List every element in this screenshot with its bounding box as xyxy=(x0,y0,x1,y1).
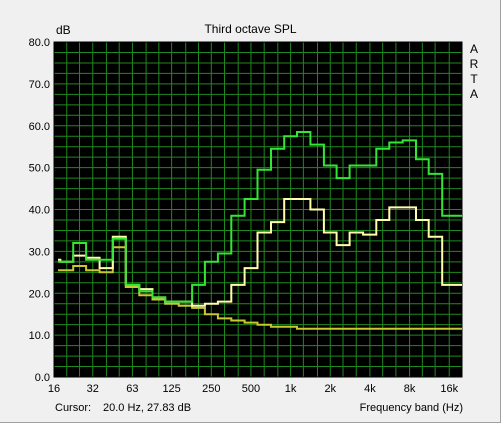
x-tick-label: 16 xyxy=(48,383,60,395)
y-tick-label: 50.0 xyxy=(29,163,50,175)
x-tick-label: 16k xyxy=(440,383,458,395)
plot-frame xyxy=(53,41,463,378)
y-tick-label: 30.0 xyxy=(29,246,50,258)
series-line-green xyxy=(58,131,462,303)
arta-letter: A xyxy=(469,87,478,101)
x-tick-label: 8k xyxy=(404,383,416,395)
chart-title: Third octave SPL xyxy=(204,22,297,36)
arta-letter: T xyxy=(470,72,478,86)
y-axis-label: dB xyxy=(56,23,71,37)
y-tick-labels: 0.0 10.0 20.0 30.0 40.0 50.0 60.0 70.0 80.0 xyxy=(29,37,50,384)
x-tick-label: 250 xyxy=(202,383,220,395)
y-tick-label: 60.0 xyxy=(29,121,50,133)
cursor-label: Cursor: xyxy=(55,402,92,414)
spl-chart[interactable]: 0.0 10.0 20.0 30.0 40.0 50.0 60.0 70.0 80.0 16 32… xyxy=(0,0,501,400)
y-tick-label: 10.0 xyxy=(29,330,50,342)
x-tick-label: 125 xyxy=(162,383,180,395)
grid-lines xyxy=(53,41,463,378)
data-series xyxy=(58,131,462,330)
x-tick-label: 63 xyxy=(126,383,138,395)
x-tick-label: 32 xyxy=(87,383,99,395)
x-tick-label: 4k xyxy=(364,383,376,395)
y-tick-label: 0.0 xyxy=(35,372,50,384)
x-tick-label: 500 xyxy=(242,383,260,395)
x-tick-labels: 16 32 63 125 250 500 1k 2k 4k 8k 16k xyxy=(48,383,459,395)
y-tick-label: 40.0 xyxy=(29,205,50,217)
arta-side-label: A R T A xyxy=(468,42,480,102)
cursor-readout: 20.0 Hz, 27.83 dB xyxy=(103,402,192,414)
y-tick-label: 20.0 xyxy=(29,288,50,300)
y-tick-label: 80.0 xyxy=(29,37,50,49)
x-tick-label: 1k xyxy=(285,383,297,395)
y-tick-label: 70.0 xyxy=(29,79,50,91)
arta-letter: A xyxy=(469,42,478,56)
x-tick-label: 2k xyxy=(324,383,336,395)
arta-letter: R xyxy=(469,57,479,71)
x-axis-label: Frequency band (Hz) xyxy=(359,402,463,414)
